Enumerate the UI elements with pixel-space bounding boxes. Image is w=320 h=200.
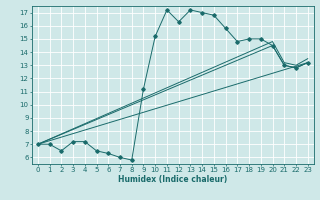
X-axis label: Humidex (Indice chaleur): Humidex (Indice chaleur) bbox=[118, 175, 228, 184]
